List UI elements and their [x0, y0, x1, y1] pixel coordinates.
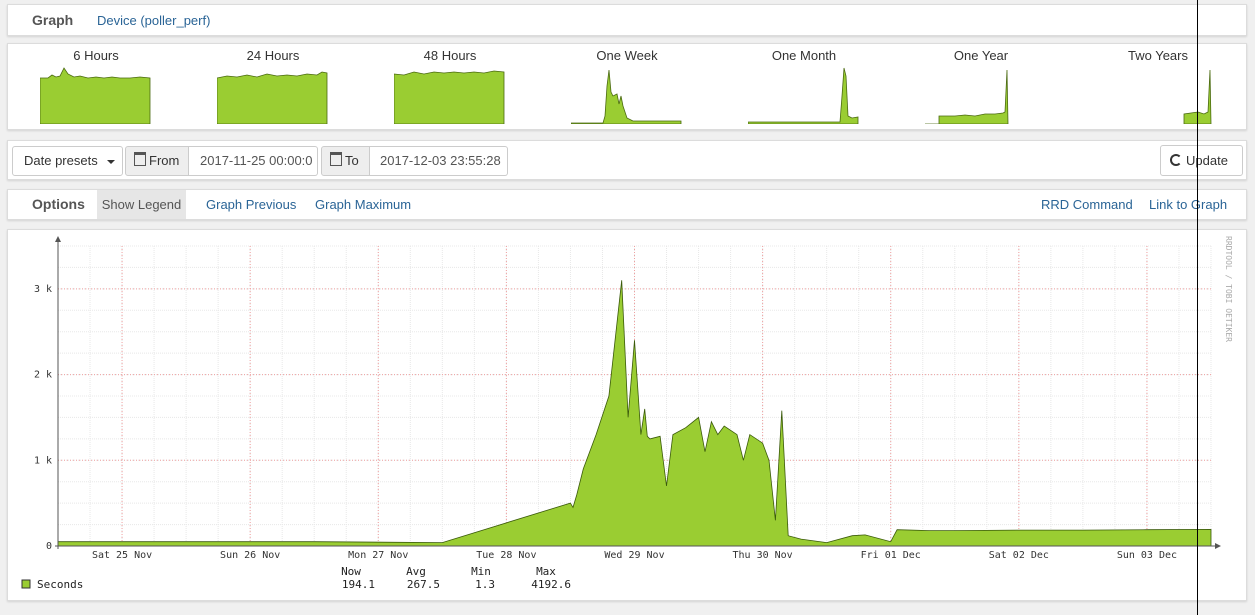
- x-tick-label: Thu 30 Nov: [733, 550, 793, 561]
- device-link[interactable]: Device (poller_perf): [97, 13, 211, 28]
- thumb-one-week[interactable]: One Week: [557, 44, 697, 124]
- thumb-label: One Month: [771, 48, 837, 63]
- thumb-label: Two Years: [1128, 48, 1188, 63]
- thumb-one-year[interactable]: One Year: [911, 44, 1051, 124]
- thumb-24-hours[interactable]: 24 Hours: [203, 44, 343, 124]
- main-graph[interactable]: 0 1 k 2 k 3 k Sat 25 Nov Sun 26 Nov Mon 27 Nov…: [8, 230, 1246, 600]
- date-presets-dropdown[interactable]: Date presets: [12, 146, 123, 176]
- x-tick-label: Wed 29 Nov: [604, 550, 664, 561]
- y-axis-arrow: [55, 236, 61, 242]
- legend-header: Min: [471, 565, 491, 578]
- date-presets-label: Date presets: [24, 153, 98, 168]
- thumb-graph: [394, 70, 505, 124]
- y-tick-label: 2 k: [34, 370, 52, 381]
- x-tick-label: Tue 28 Nov: [476, 550, 536, 561]
- update-button[interactable]: Update: [1160, 145, 1243, 176]
- time-range-thumbnails: 6 Hours 24 Hours 48 Hours One Week One M…: [7, 43, 1247, 130]
- to-label: To: [345, 153, 359, 168]
- vertical-cursor-line: [1197, 0, 1198, 615]
- x-tick-label: Sun 26 Nov: [220, 550, 280, 561]
- graph-previous-link[interactable]: Graph Previous: [206, 197, 297, 212]
- show-legend-button[interactable]: Show Legend: [97, 190, 186, 219]
- legend-value: 4192.6: [531, 578, 571, 591]
- calendar-icon: [134, 152, 146, 166]
- update-label: Update: [1186, 153, 1228, 168]
- x-tick-label: Sun 03 Dec: [1117, 550, 1177, 561]
- header-bar: Graph Device (poller_perf): [7, 4, 1247, 36]
- legend-header: Avg: [406, 565, 426, 578]
- thumb-graph: [40, 67, 151, 124]
- thumb-6-hours[interactable]: 6 Hours: [26, 44, 166, 124]
- page-title: Graph: [32, 12, 74, 28]
- options-title: Options: [32, 196, 85, 212]
- caret-down-icon: [107, 159, 116, 164]
- legend-series-name: Seconds: [37, 578, 83, 591]
- to-date-input[interactable]: 2017-12-03 23:55:28: [370, 146, 508, 176]
- link-to-graph-link[interactable]: Link to Graph: [1149, 197, 1228, 212]
- series-area-seconds: [57, 280, 1212, 547]
- y-tick-label: 0: [46, 541, 52, 552]
- rrdtool-watermark: RRDTOOL / TOBI OETIKER: [1224, 236, 1233, 342]
- y-tick-label: 1 k: [34, 455, 52, 466]
- thumb-one-month[interactable]: One Month: [734, 44, 874, 124]
- thumb-label: One Week: [596, 48, 658, 63]
- thumb-two-years[interactable]: Two Years: [1088, 44, 1228, 124]
- legend-value: 267.5: [407, 578, 440, 591]
- thumb-graph: [748, 67, 859, 124]
- graph-panel: 0 1 k 2 k 3 k Sat 25 Nov Sun 26 Nov Mon 27 Nov…: [7, 229, 1247, 601]
- date-controls: Date presets From 2017-11-25 00:00:0 To …: [7, 140, 1247, 180]
- thumb-graph: [217, 71, 328, 124]
- thumb-graph: [571, 69, 682, 124]
- from-addon: From: [125, 146, 189, 176]
- graph-maximum-link[interactable]: Graph Maximum: [315, 197, 412, 212]
- y-tick-label: 3 k: [34, 284, 52, 295]
- legend-header: Max: [536, 565, 556, 578]
- from-date-input[interactable]: 2017-11-25 00:00:0: [189, 146, 318, 176]
- legend-header: Now: [341, 565, 361, 578]
- calendar-icon: [330, 152, 342, 166]
- x-tick-label: Sat 02 Dec: [989, 550, 1049, 561]
- rrd-command-link[interactable]: RRD Command: [1041, 197, 1133, 212]
- legend-swatch: [21, 579, 31, 589]
- thumb-label: One Year: [953, 48, 1009, 63]
- x-tick-label: Sat 25 Nov: [92, 550, 152, 561]
- from-label: From: [149, 153, 180, 168]
- thumb-48-hours[interactable]: 48 Hours: [380, 44, 520, 124]
- to-addon: To: [321, 146, 370, 176]
- options-bar: Options Show Legend Graph Previous Graph…: [7, 189, 1247, 220]
- legend-value: 194.1: [342, 578, 375, 591]
- thumb-label: 6 Hours: [73, 48, 119, 63]
- refresh-icon: [1170, 154, 1182, 166]
- x-tick-label: Mon 27 Nov: [348, 550, 408, 561]
- thumb-label: 48 Hours: [423, 48, 477, 63]
- legend-value: 1.3: [475, 578, 495, 591]
- x-axis-arrow: [1215, 543, 1221, 549]
- thumb-graph: [925, 69, 1009, 124]
- x-tick-label: Fri 01 Dec: [861, 550, 921, 561]
- thumb-label: 24 Hours: [246, 48, 300, 63]
